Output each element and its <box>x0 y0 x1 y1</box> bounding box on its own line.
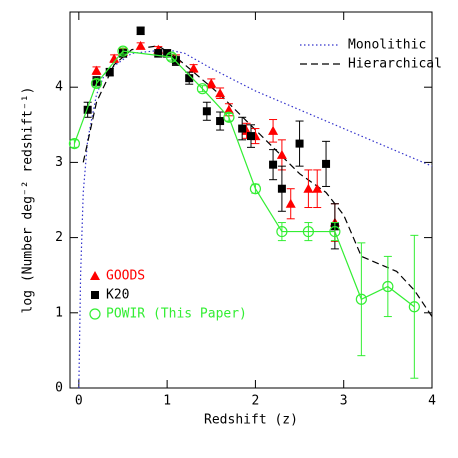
data-point <box>91 65 102 75</box>
y-tick-label: 2 <box>55 230 63 245</box>
model-line <box>78 48 433 389</box>
data-point <box>268 125 279 135</box>
data-point <box>223 111 235 123</box>
data-point <box>303 183 314 193</box>
x-axis-label: Redshift (z) <box>204 413 298 428</box>
data-point <box>322 159 331 168</box>
legend-label: Monolithic <box>348 38 426 53</box>
data-point <box>215 88 226 98</box>
legend-marker <box>90 271 100 280</box>
data-point <box>285 198 296 208</box>
data-point <box>135 40 146 50</box>
data-point <box>196 83 209 95</box>
data-point <box>202 107 211 116</box>
data-point <box>295 139 304 148</box>
y-tick-label: 1 <box>55 305 63 320</box>
y-tick-label: 4 <box>55 80 63 95</box>
data-point <box>163 49 172 58</box>
data-point <box>269 160 278 169</box>
data-point <box>382 280 394 293</box>
legend-marker <box>91 291 99 299</box>
data-point <box>216 117 225 126</box>
data-point <box>68 138 81 150</box>
x-tick-label: 4 <box>428 394 436 409</box>
x-tick-label: 1 <box>163 394 171 409</box>
data-point <box>154 49 163 58</box>
legend-label: K20 <box>106 288 129 303</box>
data-point <box>408 301 420 313</box>
data-point <box>302 225 314 238</box>
data-point <box>355 293 367 305</box>
legend-marker <box>89 308 101 320</box>
legend-label: POWIR (This Paper) <box>106 307 247 322</box>
data-point <box>105 68 114 77</box>
data-point <box>109 53 120 63</box>
data-point <box>312 183 323 193</box>
y-axis-label: log (Number deg⁻² redshift⁻¹) <box>21 87 36 314</box>
data-point <box>249 183 262 195</box>
data-point <box>117 45 129 57</box>
y-tick-label: 0 <box>55 381 63 396</box>
plot-frame <box>69 11 433 389</box>
data-point <box>136 26 145 35</box>
data-point <box>329 225 341 238</box>
legend-label: Hierarchical <box>348 57 442 72</box>
data-point <box>165 51 178 63</box>
y-tick-label: 3 <box>55 155 63 170</box>
x-tick-label: 0 <box>75 394 83 409</box>
data-point <box>83 105 92 114</box>
data-point <box>276 149 287 159</box>
data-point <box>90 77 103 90</box>
data-point <box>276 225 288 238</box>
legend-label: GOODS <box>106 269 145 284</box>
data-point <box>277 184 286 193</box>
data-point <box>238 124 247 133</box>
data-point <box>223 104 234 114</box>
x-tick-label: 3 <box>340 394 348 409</box>
data-point <box>206 78 217 88</box>
data-point <box>247 132 255 141</box>
data-point <box>185 74 194 83</box>
data-point <box>188 63 199 73</box>
x-tick-label: 2 <box>252 394 260 409</box>
